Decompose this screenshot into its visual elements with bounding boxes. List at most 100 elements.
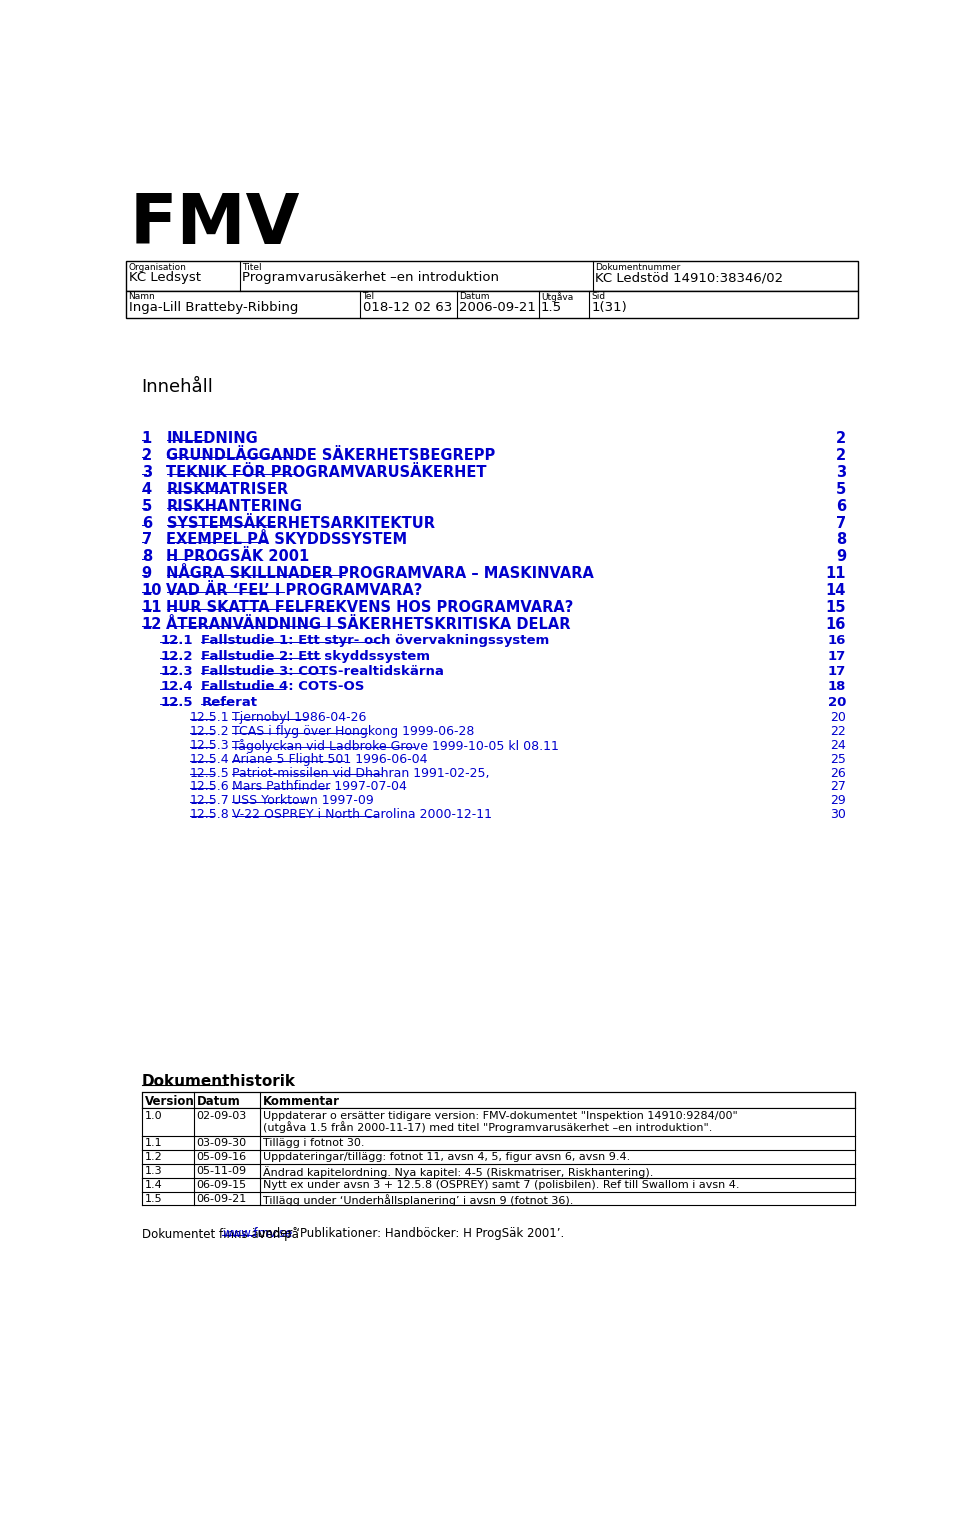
Text: Tillägg i fotnot 30.: Tillägg i fotnot 30. xyxy=(263,1139,364,1148)
Text: 15: 15 xyxy=(826,601,846,615)
Text: GRUNDLÄGGANDE SÄKERHETSBEGREPP: GRUNDLÄGGANDE SÄKERHETSBEGREPP xyxy=(166,447,495,463)
Text: 2006-09-21: 2006-09-21 xyxy=(460,301,537,314)
Bar xyxy=(126,290,858,318)
Text: 06-09-15: 06-09-15 xyxy=(197,1180,247,1190)
Text: TEKNIK FÖR PROGRAMVARUSÄKERHET: TEKNIK FÖR PROGRAMVARUSÄKERHET xyxy=(166,464,487,480)
Text: 3: 3 xyxy=(142,464,152,480)
Text: Referat: Referat xyxy=(202,696,257,709)
Text: 12.5.2: 12.5.2 xyxy=(190,725,229,738)
Text: 18: 18 xyxy=(828,681,846,693)
Text: 1.1: 1.1 xyxy=(145,1139,162,1148)
Text: Dokumentnummer: Dokumentnummer xyxy=(595,263,681,272)
Text: 8: 8 xyxy=(142,549,152,564)
Text: 1.3: 1.3 xyxy=(145,1167,162,1176)
Text: 6: 6 xyxy=(836,498,846,513)
Text: 4: 4 xyxy=(142,481,152,496)
Text: HUR SKATTA FELFREKVENS HOS PROGRAMVARA?: HUR SKATTA FELFREKVENS HOS PROGRAMVARA? xyxy=(166,601,574,615)
Bar xyxy=(142,1136,854,1150)
Text: Tel: Tel xyxy=(363,292,374,301)
Text: Fallstudie 4: COTS-OS: Fallstudie 4: COTS-OS xyxy=(202,681,365,693)
Text: V-22 OSPREY i North Carolina 2000-12-11: V-22 OSPREY i North Carolina 2000-12-11 xyxy=(232,808,492,821)
Text: 17: 17 xyxy=(828,666,846,678)
Text: Mars Pathfinder 1997-07-04: Mars Pathfinder 1997-07-04 xyxy=(232,781,407,793)
Text: Fallstudie 3: COTS-realtidskärna: Fallstudie 3: COTS-realtidskärna xyxy=(202,666,444,678)
Text: 12.5.5: 12.5.5 xyxy=(190,767,229,779)
Text: 20: 20 xyxy=(828,696,846,709)
Text: 14: 14 xyxy=(826,584,846,598)
Text: 8: 8 xyxy=(836,532,846,547)
Bar xyxy=(142,1177,854,1191)
Text: 22: 22 xyxy=(830,725,846,738)
Text: 1.5: 1.5 xyxy=(145,1194,162,1203)
Text: 12.5.4: 12.5.4 xyxy=(190,753,229,765)
Text: 12.3: 12.3 xyxy=(160,666,193,678)
Text: EXEMPEL PÅ SKYDDSSYSTEM: EXEMPEL PÅ SKYDDSSYSTEM xyxy=(166,532,408,547)
Text: 3: 3 xyxy=(836,464,846,480)
Text: 2: 2 xyxy=(836,430,846,446)
Text: 1.5: 1.5 xyxy=(540,301,562,314)
Text: Fallstudie 2: Ett skyddssystem: Fallstudie 2: Ett skyddssystem xyxy=(202,650,430,662)
Text: 16: 16 xyxy=(826,618,846,632)
Text: Datum: Datum xyxy=(197,1094,240,1108)
Text: Dokumenthistorik: Dokumenthistorik xyxy=(142,1074,296,1088)
Text: 5: 5 xyxy=(142,498,152,513)
Text: NÅGRA SKILLNADER PROGRAMVARA – MASKINVARA: NÅGRA SKILLNADER PROGRAMVARA – MASKINVAR… xyxy=(166,566,594,581)
Text: Fallstudie 1: Ett styr- och övervakningssystem: Fallstudie 1: Ett styr- och övervaknings… xyxy=(202,635,550,647)
Text: 2: 2 xyxy=(836,447,846,463)
Text: 7: 7 xyxy=(836,515,846,530)
Text: Ariane 5 Flight 501 1996-06-04: Ariane 5 Flight 501 1996-06-04 xyxy=(232,753,428,765)
Text: 9: 9 xyxy=(836,549,846,564)
Text: 24: 24 xyxy=(830,739,846,752)
Text: Sid: Sid xyxy=(591,292,606,301)
Text: 5: 5 xyxy=(836,481,846,496)
Text: 1: 1 xyxy=(142,430,152,446)
Text: RISKMATRISER: RISKMATRISER xyxy=(166,481,289,496)
Text: KC Ledsyst: KC Ledsyst xyxy=(129,272,201,284)
Text: 11: 11 xyxy=(142,601,162,615)
Text: 30: 30 xyxy=(830,808,846,821)
Text: 12.2: 12.2 xyxy=(160,650,193,662)
Text: 12: 12 xyxy=(142,618,162,632)
Text: 05-11-09: 05-11-09 xyxy=(197,1167,247,1176)
Text: Version: Version xyxy=(145,1094,195,1108)
Text: Tjernobyl 1986-04-26: Tjernobyl 1986-04-26 xyxy=(232,712,367,724)
Text: 6: 6 xyxy=(142,515,152,530)
Text: 17: 17 xyxy=(828,650,846,662)
Text: 1.0: 1.0 xyxy=(145,1111,162,1120)
Text: FMV: FMV xyxy=(130,191,300,258)
Text: RISKHANTERING: RISKHANTERING xyxy=(166,498,302,513)
Text: 018-12 02 63: 018-12 02 63 xyxy=(363,301,452,314)
Text: 05-09-16: 05-09-16 xyxy=(197,1153,247,1162)
Text: Nytt ex under avsn 3 + 12.5.8 (OSPREY) samt 7 (polisbilen). Ref till Swallom i a: Nytt ex under avsn 3 + 12.5.8 (OSPREY) s… xyxy=(263,1180,739,1190)
Text: Patriot-missilen vid Dhahran 1991-02-25,: Patriot-missilen vid Dhahran 1991-02-25, xyxy=(232,767,490,779)
Text: www.fmv.se: www.fmv.se xyxy=(222,1227,293,1240)
Text: 06-09-21: 06-09-21 xyxy=(197,1194,247,1203)
Text: Inga-Lill Bratteby-Ribbing: Inga-Lill Bratteby-Ribbing xyxy=(129,301,298,314)
Text: 1.2: 1.2 xyxy=(145,1153,162,1162)
Text: 10: 10 xyxy=(142,584,162,598)
Text: Ändrad kapitelordning. Nya kapitel: 4-5 (Riskmatriser, Riskhantering).: Ändrad kapitelordning. Nya kapitel: 4-5 … xyxy=(263,1167,653,1177)
Text: 03-09-30: 03-09-30 xyxy=(197,1139,247,1148)
Bar xyxy=(142,1164,854,1177)
Text: Tillägg under ‘Underhållsplanering’ i avsn 9 (fotnot 36).: Tillägg under ‘Underhållsplanering’ i av… xyxy=(263,1194,573,1207)
Text: KC Ledstöd 14910:38346/02: KC Ledstöd 14910:38346/02 xyxy=(595,272,783,284)
Text: Programvarusäkerhet –en introduktion: Programvarusäkerhet –en introduktion xyxy=(243,272,499,284)
Text: Namn: Namn xyxy=(129,292,156,301)
Text: 2: 2 xyxy=(142,447,152,463)
Text: ÅTERANVÄNDNING I SÄKERHETSKRITISKA DELAR: ÅTERANVÄNDNING I SÄKERHETSKRITISKA DELAR xyxy=(166,618,571,632)
Text: Datum: Datum xyxy=(460,292,490,301)
Text: 9: 9 xyxy=(142,566,152,581)
Text: 12.5.3: 12.5.3 xyxy=(190,739,229,752)
Text: H PROGSÄK 2001: H PROGSÄK 2001 xyxy=(166,549,310,564)
Text: INLEDNING: INLEDNING xyxy=(166,430,258,446)
Text: 11: 11 xyxy=(826,566,846,581)
Text: Uppdateringar/tillägg: fotnot 11, avsn 4, 5, figur avsn 6, avsn 9.4.: Uppdateringar/tillägg: fotnot 11, avsn 4… xyxy=(263,1153,630,1162)
Text: Uppdaterar o ersätter tidigare version: FMV-dokumentet "Inspektion 14910:9284/00: Uppdaterar o ersätter tidigare version: … xyxy=(263,1111,737,1120)
Text: Kommentar: Kommentar xyxy=(263,1094,340,1108)
Text: 12.5: 12.5 xyxy=(160,696,193,709)
Text: 7: 7 xyxy=(142,532,152,547)
Text: 29: 29 xyxy=(830,795,846,807)
Bar xyxy=(126,261,858,290)
Text: 12.4: 12.4 xyxy=(160,681,193,693)
Text: 12.5.6: 12.5.6 xyxy=(190,781,229,793)
